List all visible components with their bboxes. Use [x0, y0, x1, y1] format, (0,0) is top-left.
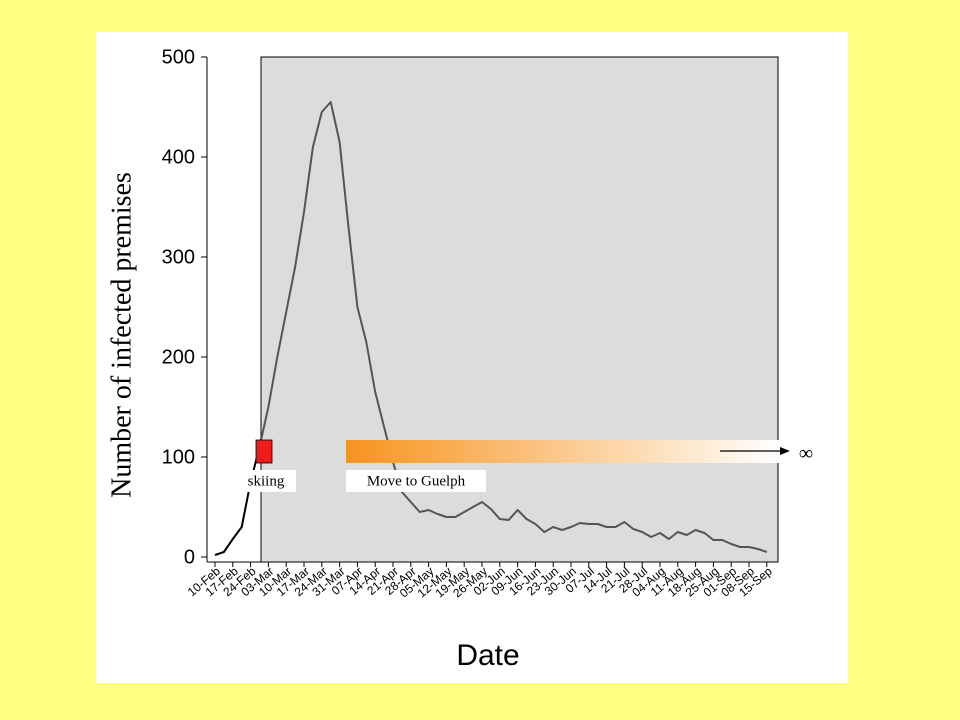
line-series [214, 101, 768, 556]
skiing-marker [255, 439, 273, 464]
y-tick-label: 200 [162, 346, 195, 368]
y-tick-label: 100 [162, 446, 195, 468]
y-axis-title: Number of infected premises [106, 172, 137, 498]
y-tick-label: 0 [184, 546, 195, 568]
y-tick-label: 300 [162, 246, 195, 268]
label-box [236, 470, 296, 492]
annotation: skiing [248, 473, 285, 489]
arrow-head [780, 447, 790, 455]
annotation: Move to Guelph [367, 473, 466, 489]
plot [214, 101, 768, 556]
label-box [346, 470, 486, 492]
guelph-bar [346, 440, 780, 463]
y-tick-label: 400 [162, 146, 195, 168]
x-axis-title: Date [456, 639, 519, 672]
y-tick-label: 500 [162, 46, 195, 68]
annotation: ∞ [799, 443, 813, 465]
